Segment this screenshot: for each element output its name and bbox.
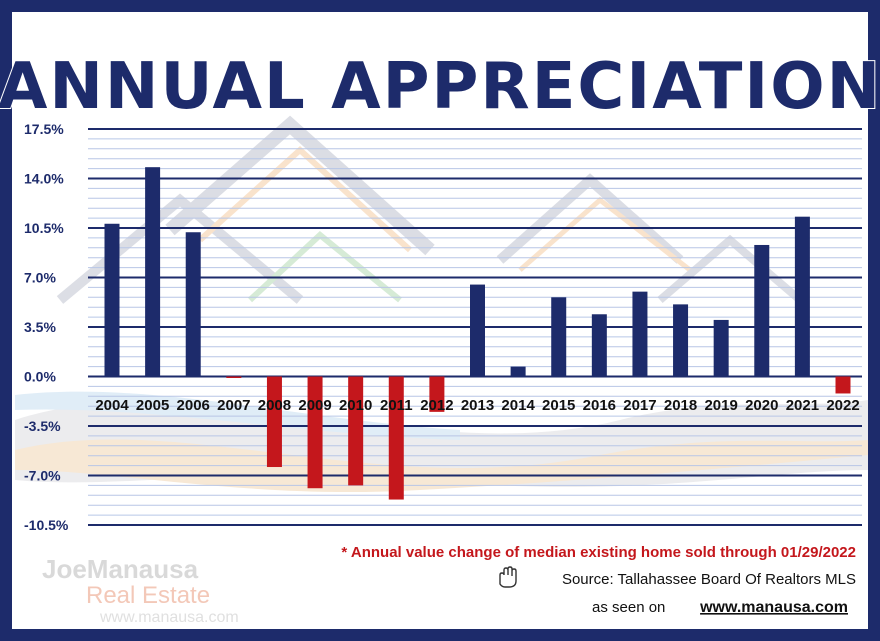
background-decoration: [15, 115, 868, 493]
x-tick-label: 2016: [583, 397, 616, 414]
bar-2017: [632, 291, 648, 377]
y-tick-label: 14.0%: [24, 171, 64, 187]
bar-2004: [104, 223, 120, 377]
x-tick-label: 2013: [461, 397, 494, 414]
bars: [104, 167, 851, 500]
logo-brand: JoeManausa: [42, 554, 199, 584]
bar-2012: [429, 376, 445, 412]
y-tick-label: 17.5%: [24, 121, 64, 137]
x-tick-label: 2005: [136, 397, 169, 414]
logo-url: www.manausa.com: [99, 609, 239, 626]
x-tick-label: 2008: [258, 397, 291, 414]
y-tick-label: -7.0%: [24, 468, 61, 484]
x-tick-label: 2004: [95, 397, 129, 414]
source-line: Source: Tallahassee Board Of Realtors ML…: [499, 566, 856, 588]
y-tick-label: 0.0%: [24, 369, 56, 385]
x-tick-label: 2009: [298, 397, 331, 414]
y-tick-label: 3.5%: [24, 319, 56, 335]
bar-2010: [348, 376, 364, 486]
seen-on-line: as seen on www.manausa.com: [592, 599, 848, 616]
x-tick-label: 2021: [786, 397, 819, 414]
bar-2005: [145, 167, 161, 377]
x-axis: 2004 2005 2006 2007 2008 2009 2010 2011 2012 2013…: [95, 397, 859, 414]
x-tick-label: 2020: [745, 397, 778, 414]
bar-2022: [835, 376, 851, 394]
bar-2007: [226, 376, 242, 378]
bar-2014: [510, 366, 526, 377]
bar-2011: [388, 376, 404, 500]
y-tick-label: 7.0%: [24, 270, 56, 286]
bar-2015: [551, 297, 567, 377]
x-tick-label: 2007: [217, 397, 250, 414]
x-tick-label: 2015: [542, 397, 575, 414]
y-tick-label: -10.5%: [24, 517, 69, 533]
seen-on-site[interactable]: www.manausa.com: [699, 599, 848, 616]
x-tick-label: 2011: [380, 397, 413, 414]
bar-2008: [266, 376, 282, 468]
x-tick-label: 2017: [623, 397, 656, 414]
x-tick-label: 2006: [177, 397, 210, 414]
x-tick-label: 2014: [501, 397, 535, 414]
source-text: Source: Tallahassee Board Of Realtors ML…: [562, 571, 856, 588]
y-tick-label: 10.5%: [24, 220, 64, 236]
hand-icon: [499, 566, 517, 588]
y-tick-label: -3.5%: [24, 418, 61, 434]
x-tick-label: 2019: [704, 397, 737, 414]
bar-2020: [754, 244, 770, 377]
grid-lines: [88, 128, 862, 526]
seen-on-prefix: as seen on: [592, 599, 665, 616]
chart-title: ANNUAL APPRECIATION: [0, 50, 880, 124]
x-tick-label: 2018: [664, 397, 697, 414]
footnote: * Annual value change of median existing…: [341, 544, 856, 561]
bar-2019: [713, 319, 729, 377]
bar-2006: [185, 232, 201, 377]
logo-sub: Real Estate: [86, 582, 210, 609]
x-tick-label: 2010: [339, 397, 372, 414]
y-axis: 17.5% 14.0% 10.5% 7.0% 3.5% 0.0% -3.5% -7.0% -10…: [24, 121, 69, 533]
logo: JoeManausa Real Estate www.manausa.com: [42, 554, 239, 626]
bar-2013: [470, 284, 485, 377]
bar-2016: [591, 314, 607, 377]
bar-2009: [307, 376, 323, 489]
bar-2021: [794, 216, 810, 377]
x-tick-label: 2022: [826, 397, 859, 414]
x-tick-label: 2012: [420, 397, 453, 414]
bar-2018: [673, 304, 689, 377]
